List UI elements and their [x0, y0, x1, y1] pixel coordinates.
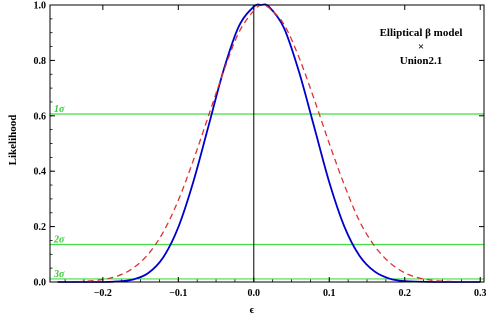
- x-tick-label: 0.3: [474, 288, 486, 299]
- confidence-lines: 1σ 2σ 3σ: [50, 5, 484, 282]
- likelihood-curves: [57, 3, 481, 283]
- sigma-label-3: 3σ: [53, 269, 65, 280]
- annotation-line2: ×: [418, 41, 424, 53]
- sigma-label-1: 1σ: [54, 104, 65, 115]
- x-tick-label: 0.1: [323, 288, 336, 299]
- x-axis-label: ϵ: [250, 304, 255, 316]
- y-axis-label: Likelihood: [7, 115, 19, 166]
- annotation-line1: Elliptical β model: [380, 27, 463, 39]
- series-line-1: [57, 3, 481, 283]
- x-tick-label: 0.0: [248, 288, 261, 299]
- x-tick-label: −0.1: [169, 288, 187, 299]
- series-line-2: [57, 4, 481, 283]
- axis-labels: ϵ Likelihood: [7, 115, 255, 316]
- axis-ticks: −0.2 −0.1 0.0 0.1 0.2 0.3 0.0 0.2 0.4 0.6 0.8 1.0: [34, 1, 486, 300]
- y-tick-label: 0.6: [34, 111, 47, 122]
- x-tick-label: −0.2: [94, 288, 112, 299]
- y-tick-label: 0.4: [34, 167, 47, 178]
- y-tick-label: 0.0: [34, 278, 47, 289]
- y-tick-label: 0.8: [34, 56, 47, 67]
- y-tick-label: 0.2: [34, 222, 47, 233]
- y-tick-label: 1.0: [34, 1, 47, 12]
- annotation-line3: Union2.1: [400, 55, 443, 67]
- model-annotation: Elliptical β model × Union2.1: [380, 27, 463, 67]
- x-tick-label: 0.2: [398, 288, 411, 299]
- sigma-label-2: 2σ: [53, 235, 65, 246]
